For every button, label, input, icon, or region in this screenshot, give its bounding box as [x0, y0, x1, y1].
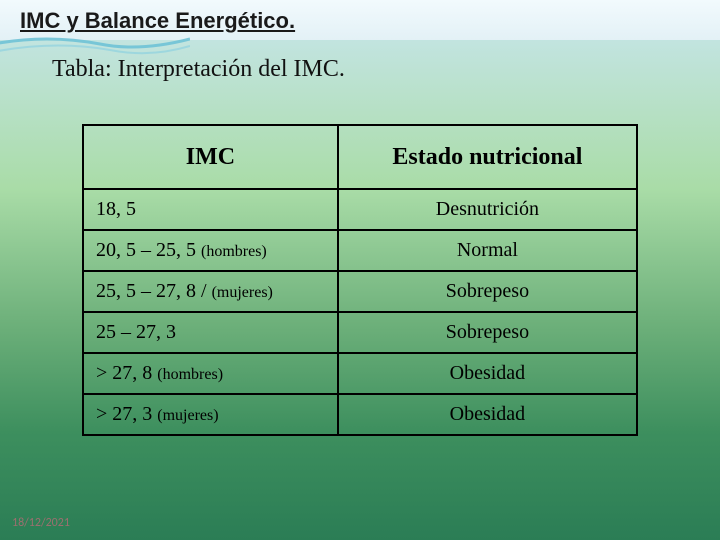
col-header-estado: Estado nutricional	[338, 125, 637, 189]
table-row: 18, 5 Desnutrición	[83, 189, 637, 230]
slide: IMC y Balance Energético. Tabla: Interpr…	[0, 0, 720, 540]
cell-estado: Sobrepeso	[338, 271, 637, 312]
table-header-row: IMC Estado nutricional	[83, 125, 637, 189]
imc-paren: (hombres)	[201, 243, 267, 260]
table-row: > 27, 3 (mujeres) Obesidad	[83, 394, 637, 435]
cell-imc: 25 – 27, 3	[83, 312, 338, 353]
imc-paren: (mujeres)	[157, 407, 218, 424]
cell-imc: 20, 5 – 25, 5 (hombres)	[83, 230, 338, 271]
imc-table-container: IMC Estado nutricional 18, 5 Desnutrició…	[82, 124, 638, 436]
table-row: 20, 5 – 25, 5 (hombres) Normal	[83, 230, 637, 271]
imc-value: 20, 5 – 25, 5	[96, 239, 201, 261]
cell-estado: Normal	[338, 230, 637, 271]
cell-estado: Obesidad	[338, 394, 637, 435]
imc-value: > 27, 8	[96, 362, 157, 384]
table-row: 25 – 27, 3 Sobrepeso	[83, 312, 637, 353]
cell-estado: Obesidad	[338, 353, 637, 394]
cell-imc: > 27, 3 (mujeres)	[83, 394, 338, 435]
table-row: > 27, 8 (hombres) Obesidad	[83, 353, 637, 394]
table-row: 25, 5 – 27, 8 / (mujeres) Sobrepeso	[83, 271, 637, 312]
cell-imc: 25, 5 – 27, 8 / (mujeres)	[83, 271, 338, 312]
imc-value: 25 – 27, 3	[96, 321, 176, 343]
cell-imc: > 27, 8 (hombres)	[83, 353, 338, 394]
imc-value: 18, 5	[96, 198, 136, 220]
imc-value: 25, 5 – 27, 8 /	[96, 280, 212, 302]
col-header-imc: IMC	[83, 125, 338, 189]
cell-estado: Desnutrición	[338, 189, 637, 230]
slide-subtitle: Tabla: Interpretación del IMC.	[52, 56, 345, 83]
imc-paren: (mujeres)	[212, 284, 273, 301]
cell-estado: Sobrepeso	[338, 312, 637, 353]
imc-value: > 27, 3	[96, 403, 157, 425]
slide-title: IMC y Balance Energético.	[0, 0, 720, 38]
cell-imc: 18, 5	[83, 189, 338, 230]
imc-paren: (hombres)	[157, 366, 223, 383]
slide-date: 18/12/2021	[12, 516, 70, 530]
imc-table: IMC Estado nutricional 18, 5 Desnutrició…	[82, 124, 638, 436]
